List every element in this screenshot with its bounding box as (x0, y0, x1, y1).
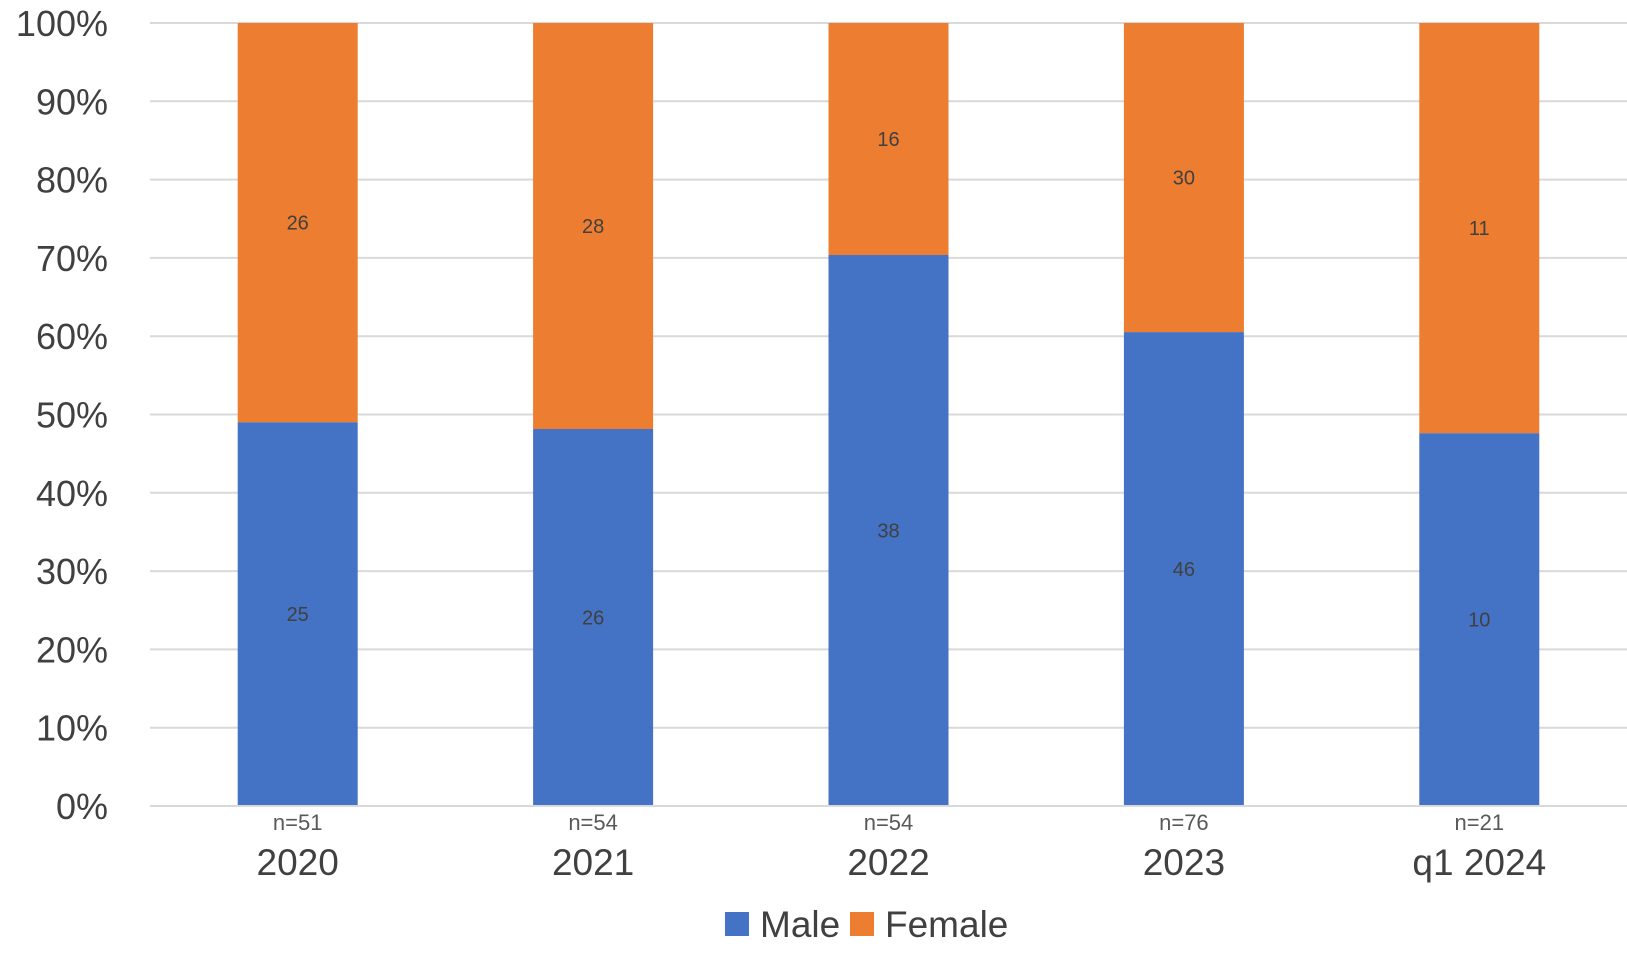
data-label: 26 (287, 213, 309, 235)
bar-male-0 (237, 422, 358, 806)
y-tick-label: 70% (36, 238, 108, 279)
bar-female-0 (237, 23, 358, 423)
data-label: 38 (877, 521, 899, 543)
y-tick-label: 40% (36, 473, 108, 514)
sample-size-label: n=54 (568, 810, 618, 835)
legend-label-male: Male (760, 904, 840, 945)
bar-female-3 (1123, 23, 1244, 333)
bar-male-2 (828, 255, 949, 806)
y-tick-label: 30% (36, 551, 108, 592)
sample-size-label: n=51 (273, 810, 323, 835)
category-label: 2020 (257, 842, 339, 883)
bar-female-2 (828, 23, 949, 255)
bar-female-4 (1419, 23, 1540, 434)
category-label: 2021 (552, 842, 634, 883)
sample-size-label: n=54 (864, 810, 914, 835)
data-label: 28 (582, 216, 604, 238)
sample-size-label: n=21 (1455, 810, 1505, 835)
y-axis: 0% 10% 20% 30% 40% 50% 60% 70% 80% 90% 100% (16, 3, 108, 827)
y-tick-label: 10% (36, 708, 108, 749)
data-label: 10 (1468, 610, 1490, 632)
legend: Male Female (725, 904, 1008, 945)
y-tick-label: 60% (36, 316, 108, 357)
category-label: 2022 (847, 842, 929, 883)
y-tick-label: 50% (36, 395, 108, 436)
y-tick-label: 100% (16, 3, 108, 44)
data-label: 26 (582, 608, 604, 630)
legend-swatch-female (850, 912, 874, 936)
data-label: 46 (1173, 559, 1195, 581)
y-tick-label: 20% (36, 629, 108, 670)
data-label: 16 (877, 129, 899, 151)
data-label: 25 (287, 604, 309, 626)
legend-swatch-male (725, 912, 749, 936)
bar-female-1 (533, 23, 654, 429)
y-tick-label: 80% (36, 160, 108, 201)
y-tick-label: 90% (36, 81, 108, 122)
bar-male-3 (1123, 332, 1244, 806)
sample-size-label: n=76 (1159, 810, 1209, 835)
data-label: 30 (1173, 168, 1195, 190)
category-label: q1 2024 (1412, 842, 1546, 883)
x-axis: n=51 2020 n=54 2021 n=54 2022 n=76 2023 n=21 q1 2… (150, 805, 1627, 883)
bar-male-4 (1419, 433, 1540, 806)
data-label: 11 (1469, 218, 1490, 240)
legend-label-female: Female (885, 904, 1008, 945)
y-tick-label: 0% (56, 786, 108, 827)
bars: 25 26 26 28 38 16 46 30 10 11 (237, 23, 1540, 806)
category-label: 2023 (1143, 842, 1225, 883)
bar-male-1 (533, 429, 654, 806)
